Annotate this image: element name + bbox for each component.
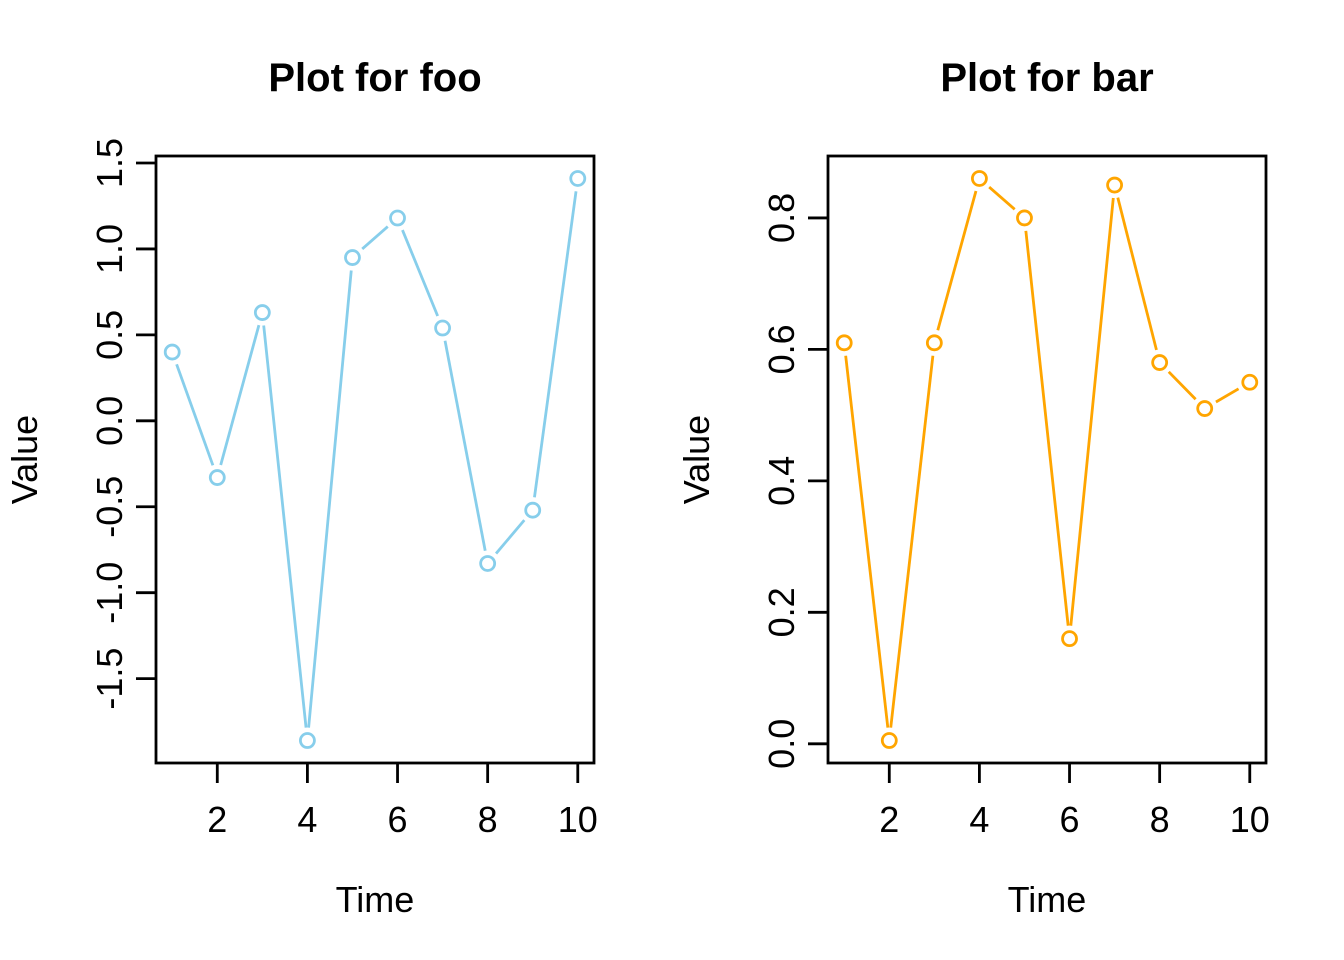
chart-panel-bar: 2 4 6 8 10 0.0 0.2 0.4 0.6 0.8 Plot for bar Time Val… xyxy=(672,0,1344,960)
data-point-marker xyxy=(208,469,226,486)
series-line-segment xyxy=(219,324,261,466)
data-point-marker xyxy=(1061,630,1078,648)
series-line-segment xyxy=(443,340,487,551)
data-point-marker xyxy=(1241,373,1259,391)
x-axis-tick-label: 2 xyxy=(207,799,227,840)
data-point-marker xyxy=(524,501,542,519)
y-axis-label: Value xyxy=(4,415,45,504)
x-axis-tick-label: 8 xyxy=(1150,799,1170,840)
y-axis-tick-label: 0.5 xyxy=(89,310,130,360)
data-point-marker xyxy=(569,170,587,187)
x-axis-tick-label: 4 xyxy=(969,799,989,840)
series-line-segment xyxy=(307,270,353,728)
y-axis-label: Value xyxy=(676,415,717,504)
data-point-marker xyxy=(163,343,181,361)
series-line-segment xyxy=(494,519,526,555)
data-point-marker xyxy=(299,732,316,749)
data-point-marker xyxy=(925,334,943,352)
y-axis-tick-label: 0.6 xyxy=(761,324,802,374)
chart-panel-foo: 2 4 6 8 10 -1.5 -1.0 -0.5 0.0 0.5 1.0 1.5 Plot for f… xyxy=(4,56,598,920)
x-axis-tick-label: 8 xyxy=(478,799,498,840)
series-line-segment xyxy=(361,225,389,251)
data-point-marker xyxy=(253,304,271,321)
y-axis-tick-label: 1.5 xyxy=(89,138,130,188)
foo-chart-svg: 2 4 6 8 10 -1.5 -1.0 -0.5 0.0 0.5 1.0 1.5 Plot for f… xyxy=(4,56,598,920)
series-line-segment xyxy=(533,191,578,498)
y-axis-tick-label: 0.2 xyxy=(761,587,802,637)
data-point-marker xyxy=(1196,400,1214,417)
data-point-marker xyxy=(835,334,853,352)
data-point-marker xyxy=(971,170,988,187)
chart-title: Plot for bar xyxy=(940,56,1153,100)
x-axis-tick-label: 2 xyxy=(879,799,899,840)
x-axis-tick-label: 6 xyxy=(388,799,408,840)
series-line-segment xyxy=(889,355,935,728)
series-line-segment xyxy=(401,229,439,317)
x-axis-tick-label: 6 xyxy=(1060,799,1080,840)
data-point-marker xyxy=(1016,209,1033,227)
series-line-segment xyxy=(1215,387,1240,404)
series-line-segment xyxy=(936,190,978,331)
plot-box xyxy=(826,154,1268,765)
x-axis-tick-label: 4 xyxy=(297,799,317,840)
x-axis-tick-label: 10 xyxy=(558,799,598,840)
series-line-segment xyxy=(1069,197,1115,626)
y-axis-tick-label: 0.8 xyxy=(761,193,802,243)
series-line-segment xyxy=(1116,197,1158,351)
data-point-marker xyxy=(479,555,497,572)
series-line-segment xyxy=(1024,230,1070,626)
y-axis-tick-label: 0.0 xyxy=(761,719,802,769)
data-point-marker xyxy=(389,209,406,227)
y-axis-tick-label: -1.5 xyxy=(89,648,130,710)
y-axis-tick-label: 0.0 xyxy=(89,396,130,446)
plot-box xyxy=(154,154,596,765)
data-point-marker xyxy=(344,249,361,266)
series-line-segment xyxy=(1167,370,1197,401)
series-line-segment xyxy=(988,185,1016,211)
series-line-segment xyxy=(262,325,308,728)
bar-chart-svg: 2 4 6 8 10 0.0 0.2 0.4 0.6 0.8 Plot for bar Time Val… xyxy=(676,56,1270,920)
y-axis-tick-label: 1.0 xyxy=(89,224,130,274)
y-axis-tick-label: -1.0 xyxy=(89,562,130,624)
series-line-segment xyxy=(175,363,215,466)
data-point-marker xyxy=(1151,354,1169,371)
data-point-marker xyxy=(434,319,451,337)
x-axis-tick-label: 10 xyxy=(1230,799,1270,840)
chart-title: Plot for foo xyxy=(268,56,481,100)
x-axis-label: Time xyxy=(1008,879,1087,920)
data-point-marker xyxy=(1106,176,1123,194)
data-point-marker xyxy=(880,732,898,749)
series-line-segment xyxy=(844,355,890,728)
y-axis-tick-label: -0.5 xyxy=(89,476,130,538)
y-axis-tick-label: 0.4 xyxy=(761,456,802,506)
x-axis-label: Time xyxy=(336,879,415,920)
